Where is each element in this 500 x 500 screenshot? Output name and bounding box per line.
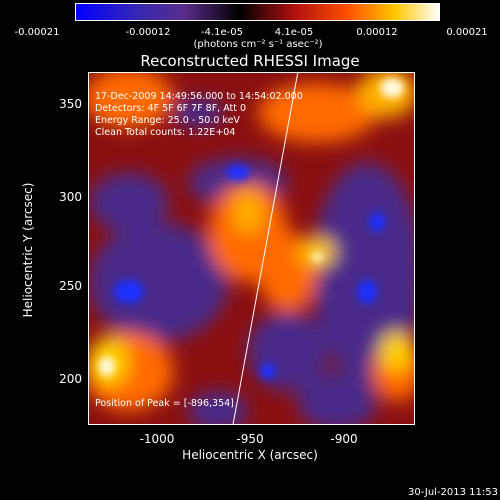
x-tick: -900 bbox=[330, 432, 358, 446]
colorbar-tick: -0.00012 bbox=[125, 27, 171, 38]
info-time: 17-Dec-2009 14:49:56.000 to 14:54:02.000 bbox=[95, 91, 303, 102]
info-detectors: Detectors: 4F 5F 6F 7F 8F, Att 0 bbox=[95, 103, 247, 114]
y-tick: 250 bbox=[59, 279, 82, 293]
colorbar bbox=[75, 3, 440, 21]
x-tick: -1000 bbox=[139, 432, 175, 446]
colorbar-tick: -4.1e-05 bbox=[201, 27, 243, 38]
peak-position: Position of Peak = [-896,354] bbox=[95, 398, 234, 409]
colorbar-tick: 4.1e-05 bbox=[274, 27, 314, 38]
x-axis-label: Heliocentric X (arcsec) bbox=[182, 448, 318, 462]
rhessi-image bbox=[88, 72, 415, 425]
y-tick: 300 bbox=[59, 190, 82, 204]
timestamp-footer: 30-Jul-2013 11:53 bbox=[407, 487, 498, 498]
info-clean: Clean Total counts: 1.22E+04 bbox=[95, 127, 236, 138]
colorbar-tick: 0.00021 bbox=[446, 27, 488, 38]
y-tick: 350 bbox=[59, 97, 82, 111]
colorbar-tick: 0.00012 bbox=[356, 27, 398, 38]
info-energy: Energy Range: 25.0 - 50.0 keV bbox=[95, 115, 240, 126]
colorbar-units: (photons cm⁻² s⁻¹ asec⁻²) bbox=[193, 39, 323, 50]
y-tick: 200 bbox=[59, 372, 82, 386]
colorbar-tick: -0.00021 bbox=[14, 27, 60, 38]
y-axis-label: Heliocentric Y (arcsec) bbox=[21, 182, 35, 318]
plot-title: Reconstructed RHESSI Image bbox=[140, 52, 360, 70]
x-tick: -950 bbox=[236, 432, 264, 446]
